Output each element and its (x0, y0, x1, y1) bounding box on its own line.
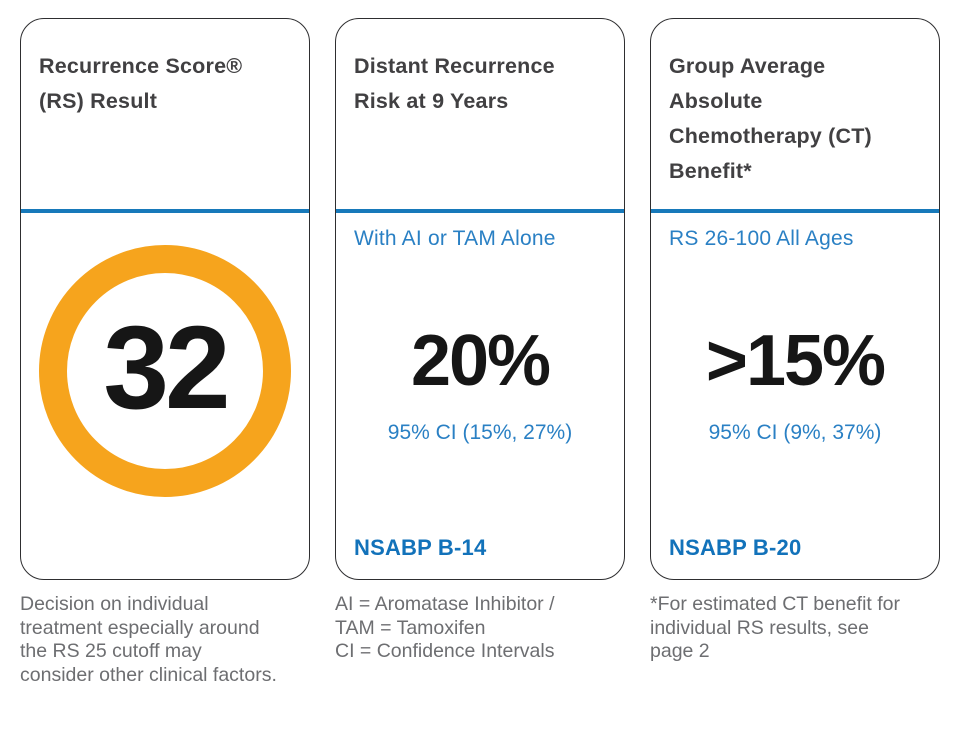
card-chemotherapy-benefit: Group Average Absolute Chemotherapy (CT)… (650, 18, 940, 580)
card-distant-recurrence-risk: Distant Recurrence Risk at 9 Years With … (335, 18, 625, 580)
benefit-subtitle: RS 26-100 All Ages (669, 227, 854, 250)
card-recurrence-score-body: 32 (21, 213, 309, 579)
card-distant-recurrence-risk-head: Distant Recurrence Risk at 9 Years (336, 19, 624, 209)
card-distant-recurrence-risk-body: With AI or TAM Alone 20% 95% CI (15%, 27… (336, 213, 624, 579)
card-recurrence-score: Recurrence Score® (RS) Result 32 (20, 18, 310, 580)
benefit-study-name: NSABP B-20 (669, 535, 802, 560)
score-ring: 32 (39, 245, 291, 497)
benefit-value: >15% (705, 321, 886, 401)
risk-confidence-interval: 95% CI (15%, 27%) (387, 421, 573, 444)
card-distant-recurrence-risk-title: Distant Recurrence Risk at 9 Years (354, 54, 555, 113)
card-divider (336, 209, 624, 213)
footnotes-row: Decision on individual treatment especia… (20, 593, 940, 687)
benefit-confidence-interval: 95% CI (9%, 37%) (708, 421, 882, 444)
footnote-abbreviations: AI = Aromatase Inhibitor / TAM = Tamoxif… (335, 593, 555, 662)
card-divider (21, 209, 309, 213)
risk-value: 20% (410, 321, 551, 401)
card-divider (651, 209, 939, 213)
card-chemotherapy-benefit-head: Group Average Absolute Chemotherapy (CT)… (651, 19, 939, 209)
card-recurrence-score-head: Recurrence Score® (RS) Result (21, 19, 309, 209)
card-chemotherapy-benefit-title: Group Average Absolute Chemotherapy (CT)… (669, 54, 872, 183)
footnote-ct-benefit: *For estimated CT benefit for individual… (650, 593, 900, 662)
cards-row: Recurrence Score® (RS) Result 32 Distant… (20, 18, 940, 580)
card-chemotherapy-benefit-body: RS 26-100 All Ages >15% 95% CI (9%, 37%)… (651, 213, 939, 579)
risk-subtitle: With AI or TAM Alone (354, 227, 556, 250)
score-ring-wrap: 32 (39, 213, 291, 561)
recurrence-score-value: 32 (103, 302, 230, 434)
card-recurrence-score-title: Recurrence Score® (RS) Result (39, 54, 243, 113)
footnote-recurrence-score: Decision on individual treatment especia… (20, 593, 277, 686)
risk-study-name: NSABP B-14 (354, 535, 487, 560)
